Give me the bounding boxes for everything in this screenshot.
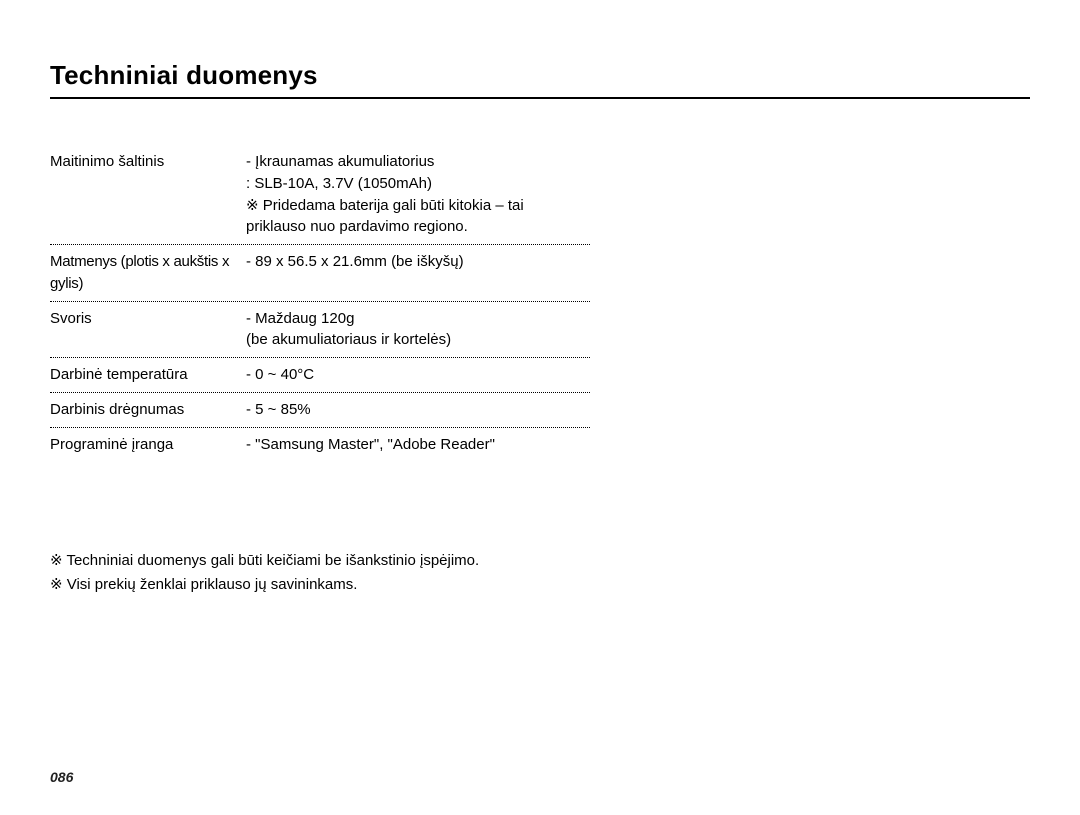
spec-row-weight: Svoris - Maždaug 120g (be akumuliatoriau…: [50, 306, 590, 356]
spec-row-power: Maitinimo šaltinis - Įkraunamas akumulia…: [50, 149, 590, 242]
page-title: Techniniai duomenys: [50, 60, 1030, 99]
spec-label: Maitinimo šaltinis: [50, 151, 246, 173]
spec-value: - 0 ~ 40°C: [246, 364, 590, 386]
row-separator: [50, 357, 590, 358]
spec-label: Darbinis drėgnumas: [50, 399, 246, 421]
spec-value: - 5 ~ 85%: [246, 399, 590, 421]
spec-label: Svoris: [50, 308, 246, 330]
row-separator: [50, 244, 590, 245]
spec-value: - Įkraunamas akumuliatorius : SLB-10A, 3…: [246, 151, 590, 238]
row-separator: [50, 427, 590, 428]
spec-label: Matmenys (plotis x aukštis x gylis): [50, 251, 246, 295]
spec-row-humidity: Darbinis drėgnumas - 5 ~ 85%: [50, 397, 590, 425]
page-number: 086: [50, 769, 73, 785]
spec-value: - 89 x 56.5 x 21.6mm (be iškyšų): [246, 251, 590, 273]
document-page: Techniniai duomenys Maitinimo šaltinis -…: [0, 0, 1080, 815]
row-separator: [50, 392, 590, 393]
specs-table: Maitinimo šaltinis - Įkraunamas akumulia…: [50, 149, 590, 459]
footnotes: ※ Techniniai duomenys gali būti keičiami…: [50, 549, 1030, 596]
spec-value: - "Samsung Master", "Adobe Reader": [246, 434, 590, 456]
spec-value: - Maždaug 120g (be akumuliatoriaus ir ko…: [246, 308, 590, 352]
spec-row-software: Programinė įranga - "Samsung Master", "A…: [50, 432, 590, 460]
spec-row-dimensions: Matmenys (plotis x aukštis x gylis) - 89…: [50, 249, 590, 299]
spec-row-temp: Darbinė temperatūra - 0 ~ 40°C: [50, 362, 590, 390]
footnote-line: ※ Visi prekių ženklai priklauso jų savin…: [50, 573, 1030, 596]
footnote-line: ※ Techniniai duomenys gali būti keičiami…: [50, 549, 1030, 572]
spec-label: Darbinė temperatūra: [50, 364, 246, 386]
spec-label: Programinė įranga: [50, 434, 246, 456]
row-separator: [50, 301, 590, 302]
